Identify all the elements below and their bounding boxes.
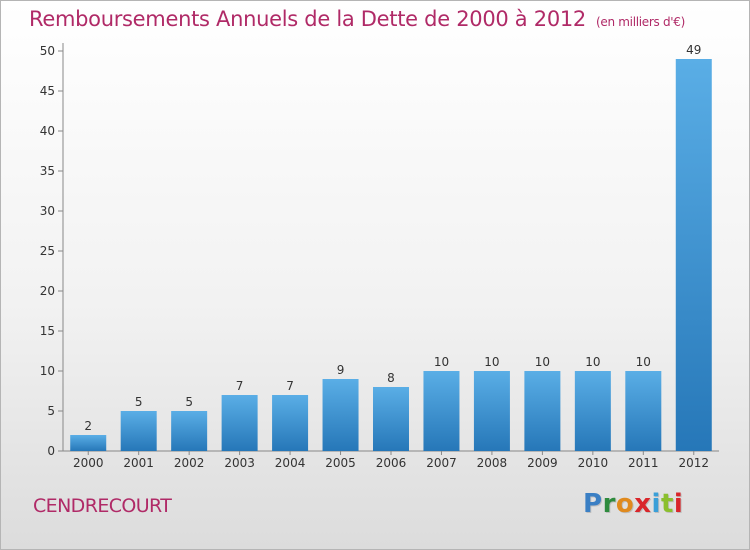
x-tick-label: 2003 xyxy=(224,456,255,470)
x-tick-label: 2000 xyxy=(73,456,104,470)
bar-2012 xyxy=(675,59,712,451)
data-label: 10 xyxy=(484,355,499,369)
data-label: 10 xyxy=(585,355,600,369)
bar-2007 xyxy=(423,371,460,451)
logo-letter: x xyxy=(634,489,652,519)
data-label: 8 xyxy=(387,371,395,385)
x-tick-label: 2005 xyxy=(325,456,356,470)
bar-2010 xyxy=(574,371,611,451)
data-label: 10 xyxy=(636,355,651,369)
y-tick-label: 40 xyxy=(40,124,55,138)
x-tick-label: 2002 xyxy=(174,456,205,470)
y-tick-label: 10 xyxy=(40,364,55,378)
bar-2011 xyxy=(625,371,662,451)
y-tick-label: 35 xyxy=(40,164,55,178)
y-tick-label: 5 xyxy=(47,404,55,418)
x-tick-label: 2004 xyxy=(275,456,306,470)
bar-2004 xyxy=(272,395,309,451)
bar-2009 xyxy=(524,371,561,451)
data-label: 2 xyxy=(84,419,92,433)
chart-title-text: Remboursements Annuels de la Dette de 20… xyxy=(29,7,586,31)
bar-2001 xyxy=(120,411,157,451)
y-tick-label: 30 xyxy=(40,204,55,218)
chart-title: Remboursements Annuels de la Dette de 20… xyxy=(29,7,685,31)
data-label: 10 xyxy=(434,355,449,369)
logo-letter: i xyxy=(673,489,684,519)
logo-letter: i xyxy=(651,489,661,519)
y-tick-label: 50 xyxy=(40,44,55,58)
chart-unit: (en milliers d'€) xyxy=(596,15,686,29)
data-label: 5 xyxy=(135,395,143,409)
data-label: 5 xyxy=(185,395,193,409)
logo-letter: P xyxy=(583,489,603,519)
proxiti-logo[interactable]: Proxiti xyxy=(583,489,683,519)
x-tick-label: 2011 xyxy=(628,456,659,470)
x-tick-label: 2012 xyxy=(678,456,709,470)
y-tick-label: 20 xyxy=(40,284,55,298)
bar-2000 xyxy=(70,435,107,451)
logo-letter: o xyxy=(615,489,635,519)
data-label: 7 xyxy=(236,379,244,393)
x-tick-label: 2010 xyxy=(578,456,609,470)
y-tick-label: 0 xyxy=(47,444,55,458)
logo-letter: r xyxy=(602,489,616,519)
x-tick-label: 2001 xyxy=(123,456,154,470)
x-tick-label: 2008 xyxy=(477,456,508,470)
data-label: 9 xyxy=(337,363,345,377)
y-tick-label: 45 xyxy=(40,84,55,98)
logo-letter: t xyxy=(660,489,674,519)
bar-2005 xyxy=(322,379,359,451)
y-tick-label: 25 xyxy=(40,244,55,258)
data-label: 10 xyxy=(535,355,550,369)
x-tick-label: 2007 xyxy=(426,456,457,470)
x-tick-label: 2006 xyxy=(376,456,407,470)
y-tick-label: 15 xyxy=(40,324,55,338)
data-label: 49 xyxy=(686,43,701,57)
data-label: 7 xyxy=(286,379,294,393)
bar-2008 xyxy=(473,371,510,451)
bar-2003 xyxy=(221,395,258,451)
x-tick-label: 2009 xyxy=(527,456,558,470)
commune-name: CENDRECOURT xyxy=(33,495,172,517)
bar-2002 xyxy=(171,411,208,451)
bar-2006 xyxy=(373,387,409,451)
